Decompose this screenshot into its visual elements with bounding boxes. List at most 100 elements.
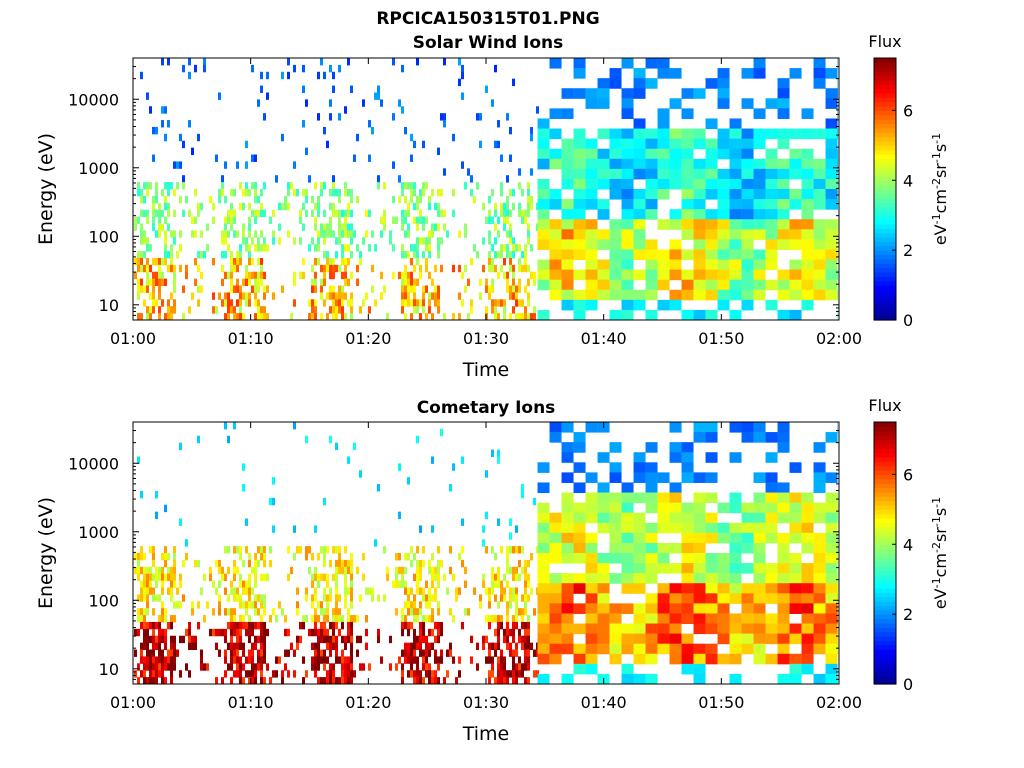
heatmap-cell <box>491 449 494 457</box>
heatmap-cell <box>344 594 347 602</box>
heatmap-cell <box>573 199 586 210</box>
heatmap-cell <box>509 292 512 300</box>
heatmap-cell <box>170 621 173 630</box>
heatmap-cell <box>236 656 239 664</box>
heatmap-cell <box>350 299 353 307</box>
heatmap-cell <box>597 289 610 301</box>
heatmap-cell <box>801 199 814 210</box>
heatmap-cell <box>347 456 350 464</box>
heatmap-cell <box>215 154 218 162</box>
heatmap-cell <box>173 559 176 568</box>
colorbar-swatch <box>874 71 896 77</box>
heatmap-cell <box>419 587 422 595</box>
heatmap-cell <box>585 269 598 281</box>
heatmap-cell <box>239 670 242 678</box>
heatmap-cell <box>813 269 826 281</box>
heatmap-cell <box>705 249 718 261</box>
heatmap-cell <box>549 542 562 554</box>
heatmap-cell <box>765 593 778 604</box>
heatmap-cell <box>681 168 694 180</box>
heatmap-cell <box>320 230 323 238</box>
heatmap-cell <box>777 158 790 170</box>
heatmap-cell <box>479 113 482 121</box>
heatmap-cell <box>365 587 368 595</box>
heatmap-cell <box>242 230 245 238</box>
heatmap-cell <box>404 587 407 595</box>
heatmap-cell <box>305 670 308 678</box>
heatmap-cell <box>482 202 485 211</box>
heatmap-cell <box>777 178 790 190</box>
colorbar-swatch <box>874 206 896 212</box>
heatmap-cell <box>573 158 586 170</box>
heatmap-cell <box>371 285 374 293</box>
heatmap-cell <box>585 239 598 250</box>
heatmap-cell <box>825 623 838 635</box>
x-axis-label: Time <box>462 359 510 381</box>
heatmap-cell <box>801 542 814 554</box>
heatmap-cell <box>311 306 314 314</box>
heatmap-cell <box>813 199 826 210</box>
heatmap-cell <box>509 649 512 657</box>
heatmap-cell <box>248 635 251 644</box>
heatmap-cell <box>410 587 413 595</box>
colorbar-swatch <box>874 614 896 620</box>
heatmap-cell <box>609 128 622 140</box>
heatmap-cell <box>753 128 766 140</box>
heatmap-cell <box>813 462 826 473</box>
heatmap-cell <box>329 642 332 651</box>
heatmap-cell <box>765 613 778 625</box>
heatmap-cell <box>224 628 227 637</box>
heatmap-cell <box>248 670 251 678</box>
heatmap-cell <box>693 593 706 604</box>
heatmap-cell <box>645 623 658 635</box>
heatmap-cell <box>161 663 164 671</box>
heatmap-cell <box>479 140 482 149</box>
heatmap-cell <box>332 573 335 582</box>
heatmap-cell <box>245 292 248 300</box>
heatmap-cell <box>482 573 485 582</box>
heatmap-cell <box>152 642 155 651</box>
heatmap-cell <box>621 673 634 685</box>
heatmap-cell <box>332 663 335 671</box>
heatmap-cell <box>609 279 622 291</box>
heatmap-cell <box>341 677 344 685</box>
heatmap-cell <box>167 656 170 664</box>
heatmap-cell <box>395 216 398 224</box>
heatmap-cell <box>729 422 742 433</box>
heatmap-cell <box>299 237 302 245</box>
heatmap-cell <box>813 563 826 574</box>
heatmap-cell <box>338 677 341 685</box>
heatmap-cell <box>179 161 182 169</box>
colorbar-swatch <box>874 184 896 190</box>
heatmap-cell <box>509 230 512 238</box>
heatmap-cell <box>518 244 521 252</box>
heatmap-cell <box>422 649 425 657</box>
heatmap-cell <box>152 594 155 602</box>
heatmap-cell <box>146 587 149 595</box>
heatmap-cell <box>536 106 539 114</box>
heatmap-cell <box>230 189 233 197</box>
heatmap-cell <box>218 92 221 100</box>
heatmap-cell <box>392 161 395 169</box>
solar-wind-ions-panel: Solar Wind Ions 01:00 01:10 01:20 01:30 01:4… <box>35 32 950 381</box>
heatmap-cell <box>326 615 329 623</box>
heatmap-cell <box>585 643 598 655</box>
heatmap-cell <box>464 264 467 273</box>
heatmap-cell <box>512 649 515 657</box>
heatmap-cell <box>314 244 317 252</box>
heatmap-cell <box>434 656 437 664</box>
heatmap-cell <box>537 643 550 655</box>
heatmap-cell <box>140 257 143 266</box>
heatmap-cell <box>170 251 173 259</box>
heatmap-cell <box>422 251 425 259</box>
heatmap-cell <box>242 649 245 657</box>
heatmap-cell <box>413 299 416 307</box>
heatmap-cell <box>332 546 335 554</box>
heatmap-cell <box>509 546 512 554</box>
heatmap-cell <box>410 154 413 162</box>
heatmap-cell <box>236 230 239 238</box>
heatmap-cell <box>669 633 682 645</box>
heatmap-cell <box>341 656 344 664</box>
heatmap-cell <box>257 608 260 616</box>
heatmap-cell <box>506 244 509 252</box>
